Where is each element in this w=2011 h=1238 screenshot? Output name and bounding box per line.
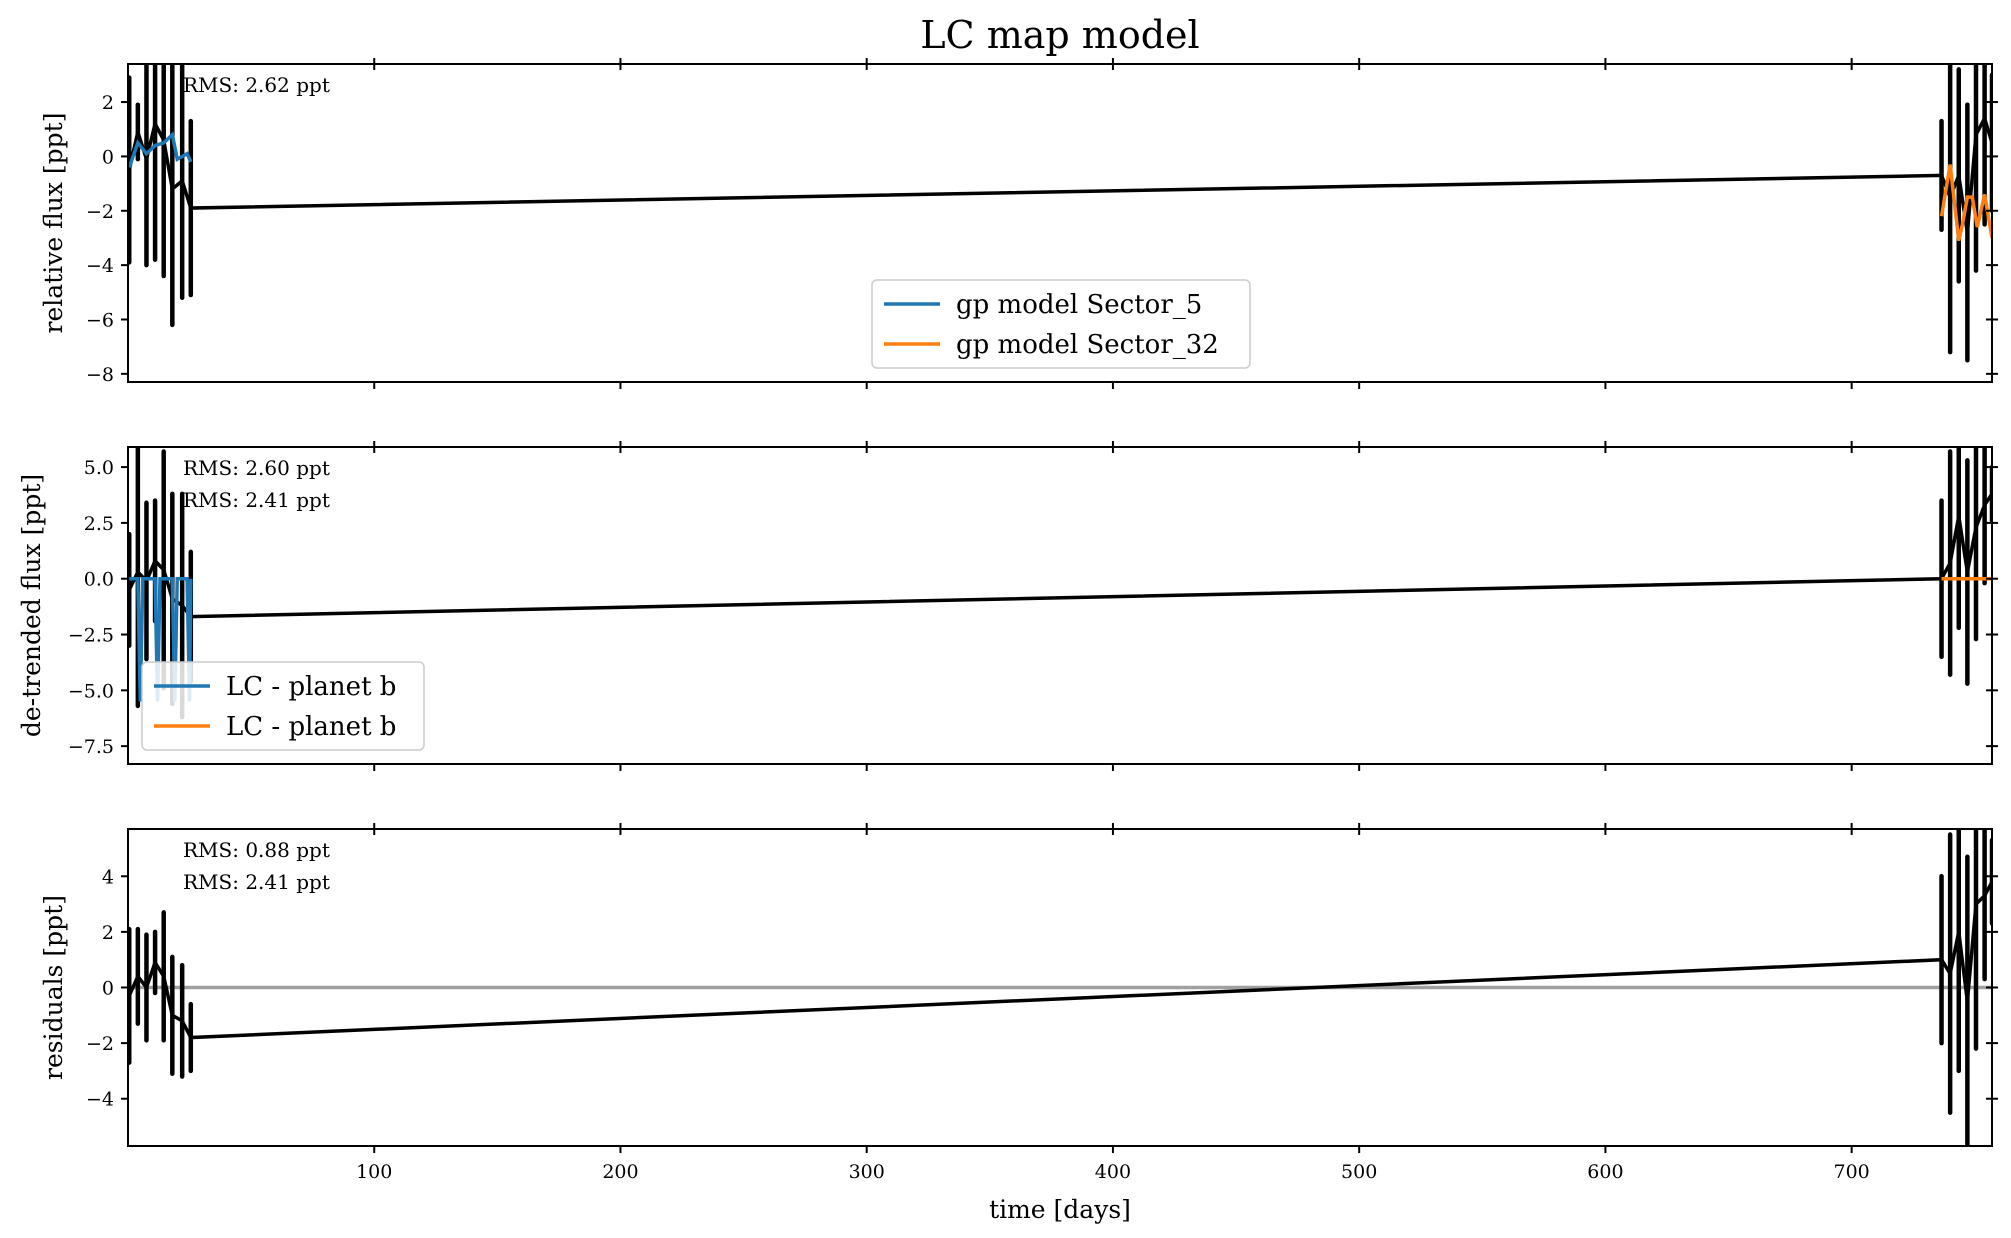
y-tick-label: 2 xyxy=(102,922,114,944)
y-tick-label: 0 xyxy=(102,978,114,1000)
plot-area xyxy=(128,829,1992,1146)
y-axis-label: relative flux [ppt] xyxy=(39,113,68,334)
y-axis-label: de-trended flux [ppt] xyxy=(17,474,46,737)
y-tick-label: 0.0 xyxy=(84,569,114,591)
x-tick-label: 100 xyxy=(356,1161,392,1183)
x-tick-label: 500 xyxy=(1341,1161,1377,1183)
y-tick-label: 2 xyxy=(102,92,114,114)
y-tick-label: −7.5 xyxy=(68,736,114,758)
y-tick-label: −4 xyxy=(86,255,114,277)
axes-frame xyxy=(127,63,1993,383)
rms-annotation: RMS: 2.41 ppt xyxy=(183,488,330,512)
y-tick-label: 0 xyxy=(102,146,114,168)
rms-annotation: RMS: 2.62 ppt xyxy=(183,73,330,97)
model-series-line xyxy=(128,131,193,168)
y-tick-label: −4 xyxy=(86,1089,114,1111)
legend-box xyxy=(871,279,1251,369)
axes-frame xyxy=(127,446,1993,765)
legend-label: LC - planet b xyxy=(226,712,396,742)
subplot-2: 5.0 2.5 0.0 −2.5 −5.0 −7.5 de-trended flux [pp… xyxy=(17,441,1998,771)
rms-annotation: RMS: 2.41 ppt xyxy=(183,870,330,894)
y-tick-label: −2 xyxy=(86,201,114,223)
subplot-1: 2 0 −2 −4 −6 −8 relative flux [ppt] RMS: 2.62 p… xyxy=(39,58,1998,389)
y-tick-label: −2 xyxy=(86,1033,114,1055)
error-bars xyxy=(128,829,1992,1146)
model-series-line xyxy=(129,576,193,702)
legend: LC - planet b LC - planet b xyxy=(141,661,425,751)
rms-annotation: RMS: 0.88 ppt xyxy=(183,838,330,862)
legend-label: LC - planet b xyxy=(226,672,396,702)
x-tick-label: 200 xyxy=(602,1161,638,1183)
x-tick-label: 400 xyxy=(1095,1161,1131,1183)
figure-title: LC map model xyxy=(920,13,1199,57)
legend-label: gp model Sector_32 xyxy=(956,330,1219,360)
y-tick-label: 5.0 xyxy=(84,457,114,479)
plot-area xyxy=(128,64,1992,363)
subplot-3: 100 200 300 400 500 600 700 4 2 0 −2 −4 residuals [p… xyxy=(39,823,1998,1183)
y-tick-label: −8 xyxy=(86,364,114,386)
legend-box xyxy=(141,661,425,751)
data-line xyxy=(128,881,1992,1040)
subplots: 2 0 −2 −4 −6 −8 relative flux [ppt] RMS: 2.62 p… xyxy=(17,58,1998,1183)
rms-annotation: RMS: 2.60 ppt xyxy=(183,456,330,480)
data-line xyxy=(128,113,1992,233)
y-tick-label: −5.0 xyxy=(68,680,114,702)
y-tick-label: −6 xyxy=(86,309,114,331)
model-series-line xyxy=(1939,164,1992,242)
y-axis-label: residuals [ppt] xyxy=(39,895,68,1080)
x-tick-label: 700 xyxy=(1834,1161,1870,1183)
x-tick-label: 600 xyxy=(1587,1161,1623,1183)
y-tick-label: −2.5 xyxy=(68,625,114,647)
x-tick-label: 300 xyxy=(849,1161,885,1183)
y-tick-label: 4 xyxy=(102,866,114,888)
legend: gp model Sector_5gp model Sector_32 xyxy=(871,279,1251,369)
y-tick-label: 2.5 xyxy=(84,513,114,535)
legend-label: gp model Sector_5 xyxy=(956,290,1202,320)
data-line xyxy=(128,492,1992,619)
plot-area xyxy=(128,447,1992,720)
x-axis-label: time [days] xyxy=(989,1195,1131,1224)
